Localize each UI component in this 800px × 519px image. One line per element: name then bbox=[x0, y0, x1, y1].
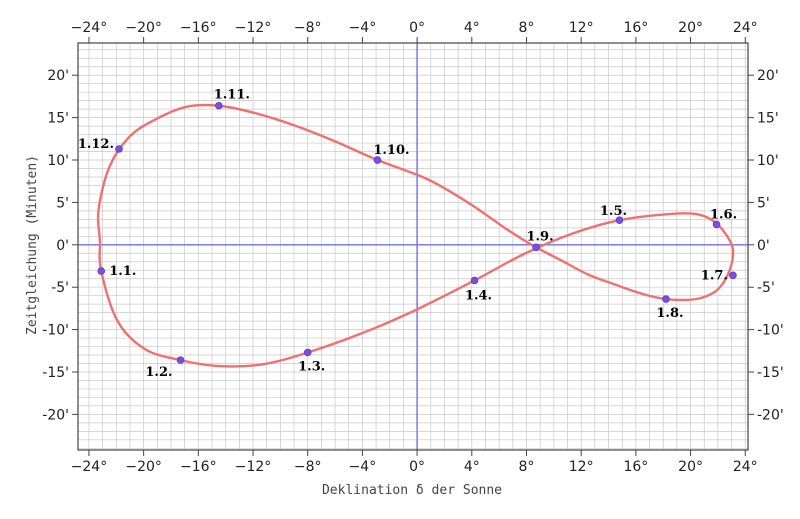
y-tick-label: -5' bbox=[51, 280, 69, 296]
y-tick-label-right: 20' bbox=[757, 68, 779, 84]
month-label: 1.7. bbox=[701, 268, 728, 283]
y-axis-label: Zeitgleichung (Minuten) bbox=[25, 155, 40, 335]
y-tick-label-right: -10' bbox=[757, 323, 784, 339]
x-tick-label-top: 8° bbox=[519, 20, 535, 36]
x-tick-label-top: −16° bbox=[180, 20, 217, 36]
month-marker bbox=[615, 216, 624, 225]
grid bbox=[78, 43, 748, 450]
month-label: 1.1. bbox=[109, 264, 136, 279]
plot-border bbox=[77, 42, 749, 451]
y-tick-label: -20' bbox=[42, 407, 69, 423]
month-marker bbox=[115, 145, 123, 153]
x-tick-label: 16° bbox=[623, 459, 648, 475]
y-tick-label: 0' bbox=[56, 238, 69, 254]
month-marker bbox=[662, 295, 670, 303]
y-tick-label: 15' bbox=[47, 111, 69, 127]
y-tick-label: -10' bbox=[42, 323, 69, 339]
y-tick-label-right: 5' bbox=[757, 195, 770, 211]
x-tick-label-top: −12° bbox=[235, 20, 272, 36]
month-label: 1.4. bbox=[465, 288, 492, 303]
x-tick-label: 20° bbox=[678, 459, 703, 475]
month-label: 1.9. bbox=[526, 229, 553, 244]
x-axis-label: Deklination δ der Sonne bbox=[322, 483, 502, 498]
month-label: 1.12. bbox=[78, 137, 114, 152]
x-tick-label-top: 12° bbox=[569, 20, 594, 36]
month-markers: 1.1. 1.2. 1.3. 1.4. 1.5. 1.6. 1.7. 1.8. 1.9. 1.10… bbox=[78, 88, 737, 380]
month-label: 1.11. bbox=[214, 88, 250, 103]
y-tick-label-right: -5' bbox=[757, 280, 775, 296]
month-marker bbox=[729, 271, 737, 280]
y-tick-label-right: 15' bbox=[757, 111, 779, 127]
y-tick-label: -15' bbox=[42, 365, 69, 381]
plot-frame bbox=[77, 42, 749, 451]
month-label: 1.3. bbox=[298, 359, 325, 374]
x-tick-label: 4° bbox=[464, 459, 480, 475]
y-tick-label-right: 0' bbox=[757, 238, 770, 254]
y-tick-label-right: -15' bbox=[757, 365, 784, 381]
month-marker bbox=[373, 156, 382, 164]
zero-axes bbox=[78, 43, 748, 450]
x-tick-label: −12° bbox=[235, 459, 272, 475]
x-tick-label: 12° bbox=[569, 459, 594, 475]
y-tick-label: 20' bbox=[47, 68, 69, 84]
x-tick-label: −16° bbox=[180, 459, 217, 475]
x-tick-label-top: −4° bbox=[349, 20, 377, 36]
month-marker bbox=[712, 220, 721, 229]
x-tick-label-top: 24° bbox=[733, 20, 758, 36]
y-tick-label-right: -20' bbox=[757, 407, 784, 423]
month-marker bbox=[532, 243, 540, 252]
month-marker bbox=[97, 267, 106, 275]
analemma-curve-layer bbox=[96, 103, 735, 368]
x-tick-label-top: 4° bbox=[464, 20, 480, 36]
x-tick-label-top: −8° bbox=[294, 20, 322, 36]
tick-labels: −24° −24° −20° −20° −16° −16° −12° −12° −8° −8° −4… bbox=[42, 20, 783, 475]
x-tick-label: −8° bbox=[294, 459, 322, 475]
x-tick-label-top: 16° bbox=[623, 20, 648, 36]
x-tick-label-top: −20° bbox=[125, 20, 162, 36]
x-tick-label: −24° bbox=[71, 459, 108, 475]
x-tick-label-top: 0° bbox=[409, 20, 425, 36]
month-marker bbox=[176, 356, 185, 364]
x-tick-label: 0° bbox=[409, 459, 425, 475]
x-tick-label-top: −24° bbox=[71, 20, 108, 36]
month-label: 1.2. bbox=[145, 365, 172, 380]
y-tick-label: 5' bbox=[56, 195, 69, 211]
month-marker bbox=[215, 101, 223, 110]
month-label: 1.5. bbox=[600, 204, 627, 219]
month-marker bbox=[303, 348, 312, 357]
y-tick-label-right: 10' bbox=[757, 153, 779, 169]
month-label: 1.8. bbox=[656, 306, 683, 321]
month-label: 1.6. bbox=[710, 207, 737, 222]
month-label: 1.10. bbox=[373, 143, 409, 158]
x-tick-label: 24° bbox=[733, 459, 758, 475]
month-marker bbox=[470, 276, 479, 285]
y-tick-label: 10' bbox=[47, 153, 69, 169]
x-tick-label: −4° bbox=[349, 459, 377, 475]
x-tick-label-top: 20° bbox=[678, 20, 703, 36]
x-tick-label: −20° bbox=[125, 459, 162, 475]
x-tick-label: 8° bbox=[519, 459, 535, 475]
analemma-curve bbox=[96, 103, 735, 368]
